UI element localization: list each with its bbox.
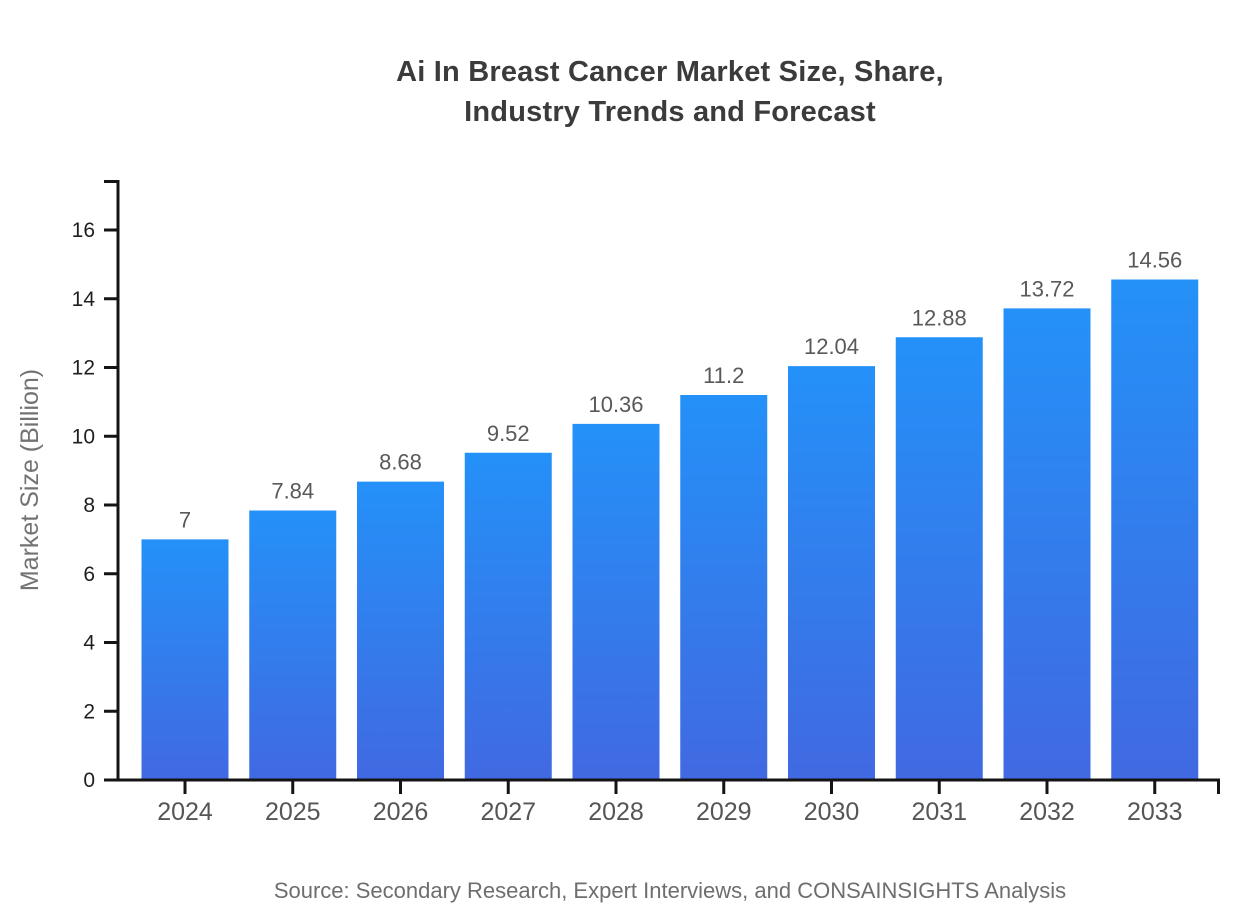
bar-2027 — [464, 452, 552, 780]
bar-value-label: 14.56 — [1127, 248, 1182, 273]
bar-value-label: 11.2 — [703, 363, 744, 388]
bar-value-label: 7 — [179, 507, 191, 532]
bar-2033 — [1111, 279, 1199, 780]
bar-2024 — [141, 539, 229, 780]
bar-value-label: 10.36 — [588, 392, 643, 417]
bar-2031 — [895, 337, 983, 780]
x-tick-label: 2032 — [1019, 798, 1075, 826]
bar-2030 — [788, 366, 875, 780]
labels-group: 0 2 4 6 8 10 12 14 16 2024 7 2025 7.84 2026 8.68 2027 9.… — [72, 219, 1183, 826]
x-tick-label: 2033 — [1127, 798, 1183, 826]
y-tick-label: 14 — [72, 288, 96, 311]
bar-value-label: 9.52 — [487, 421, 530, 446]
bar-value-label: 12.88 — [912, 305, 967, 330]
bar-2032 — [1003, 308, 1091, 780]
bar-2025 — [249, 510, 337, 780]
y-tick-label: 6 — [83, 563, 95, 586]
y-tick-label: 10 — [72, 425, 95, 448]
x-tick-label: 2026 — [373, 798, 429, 826]
x-tick-label: 2027 — [480, 798, 536, 826]
bar-2026 — [357, 481, 444, 780]
x-tick-label: 2029 — [696, 798, 752, 826]
bar-value-label: 13.72 — [1019, 276, 1074, 301]
x-tick-label: 2031 — [911, 798, 967, 826]
axes-group — [104, 180, 1220, 794]
y-tick-label: 12 — [72, 357, 95, 380]
bar-2029 — [680, 395, 768, 780]
bars-group — [141, 279, 1199, 780]
y-tick-label: 0 — [83, 769, 95, 792]
y-axis-title: Market Size (Billion) — [16, 369, 44, 591]
y-tick-label: 16 — [72, 219, 95, 242]
bar-2028 — [572, 423, 660, 780]
bar-value-label: 8.68 — [379, 450, 422, 475]
y-tick-label: 4 — [83, 632, 95, 655]
source-note: Source: Secondary Research, Expert Inter… — [273, 878, 1067, 903]
chart-title: Ai In Breast Cancer Market Size, Share, … — [80, 52, 1260, 132]
x-tick-label: 2024 — [157, 798, 213, 826]
x-tick-label: 2030 — [804, 798, 860, 826]
x-tick-label: 2028 — [588, 798, 644, 826]
y-tick-label: 8 — [83, 494, 95, 517]
y-tick-label: 2 — [83, 700, 95, 723]
chart-title-line2: Industry Trends and Forecast — [464, 96, 876, 128]
x-tick-label: 2025 — [265, 798, 321, 826]
chart-title-line1: Ai In Breast Cancer Market Size, Share, — [396, 56, 944, 88]
bar-value-label: 7.84 — [271, 479, 314, 504]
bar-value-label: 12.04 — [804, 334, 859, 359]
